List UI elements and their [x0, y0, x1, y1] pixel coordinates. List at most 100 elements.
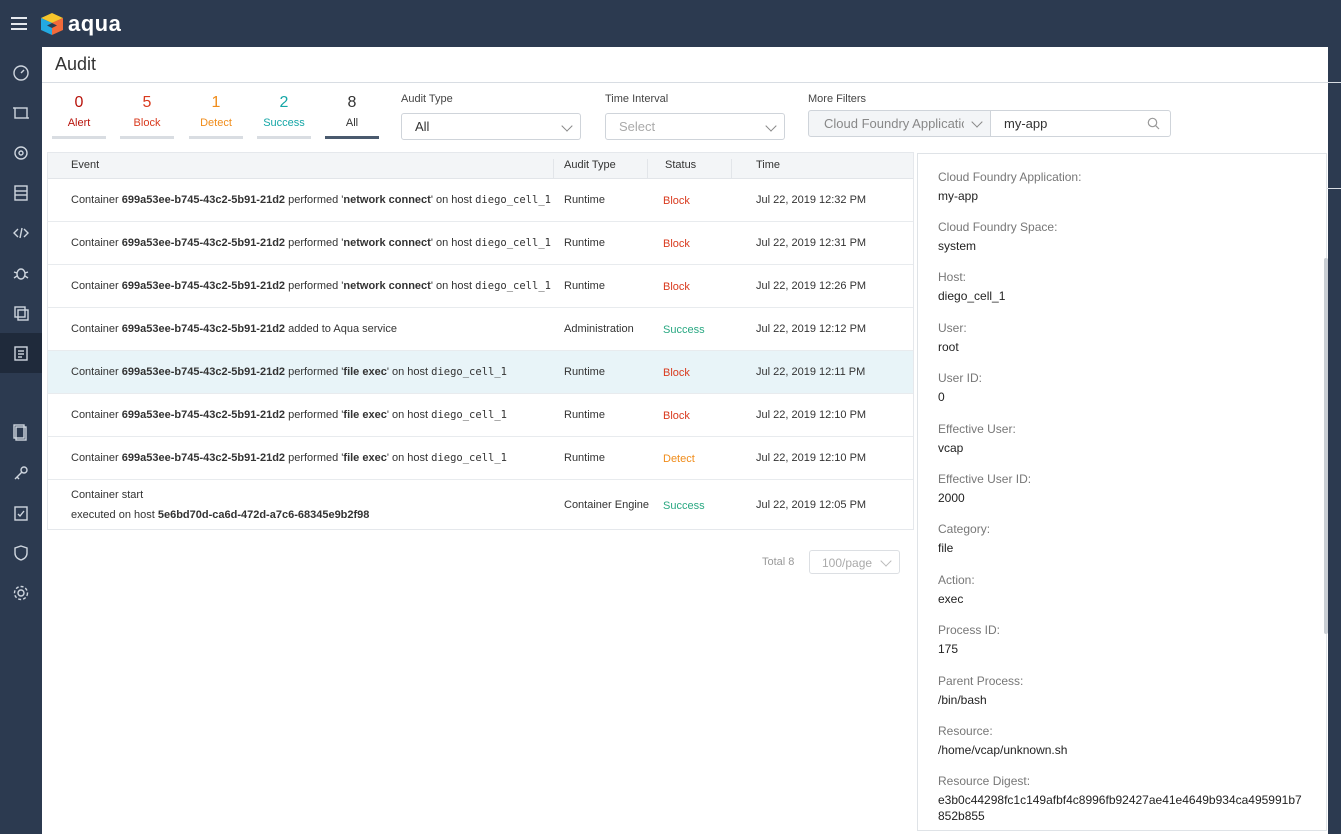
vulnerabilities-bug-icon[interactable]: [0, 253, 42, 293]
more-filters-field-value: Cloud Foundry Applicatic: [824, 116, 964, 131]
table-header: Event Audit Type Status Time: [48, 153, 913, 179]
menu-icon[interactable]: [11, 17, 27, 30]
col-header-event[interactable]: Event: [71, 159, 100, 171]
chevron-down-icon: [971, 116, 983, 128]
reports-icon[interactable]: [0, 413, 42, 453]
event-text: Container 699a53ee-b745-43c2-5b91-21d2 a…: [71, 323, 397, 335]
success-count: 2: [279, 94, 289, 111]
detail-parent-process: Parent Process:/bin/bash: [938, 674, 1024, 707]
status-cell: Success: [663, 500, 705, 512]
workloads-icon[interactable]: [0, 133, 42, 173]
time-interval-placeholder: Select: [619, 119, 656, 134]
window-scroll-strip: [1328, 47, 1341, 834]
images-icon[interactable]: [0, 93, 42, 133]
all-count: 8: [347, 94, 357, 111]
block-count: 5: [142, 94, 152, 111]
more-filters-field-select[interactable]: Cloud Foundry Applicatic: [808, 110, 991, 137]
event-details-panel: Cloud Foundry Application: my-app Cloud F…: [917, 153, 1327, 831]
audit-type-select[interactable]: All: [401, 113, 581, 140]
detail-category: Category: file: [938, 522, 991, 555]
compliance-icon[interactable]: [0, 493, 42, 533]
audit-type-cell: Runtime: [564, 366, 605, 378]
audit-type-label: Audit Type: [401, 93, 453, 105]
time-cell: Jul 22, 2019 12:10 PM: [756, 409, 867, 421]
search-icon[interactable]: [1147, 117, 1160, 130]
events-table: Event Audit Type Status Time Container 6…: [47, 152, 914, 530]
col-header-time[interactable]: Time: [756, 159, 781, 171]
time-interval-label: Time Interval: [605, 93, 669, 105]
stat-tab-alert[interactable]: 0 Alert: [52, 94, 106, 139]
time-cell: Jul 22, 2019 12:10 PM: [756, 452, 867, 464]
detail-process-id: Process ID: 175: [938, 623, 1001, 656]
settings-gear-icon[interactable]: [0, 573, 42, 613]
pagination-total: Total 8: [762, 556, 795, 568]
table-row-selected[interactable]: Container 699a53ee-b745-43c2-5b91-21d2 p…: [48, 351, 913, 394]
time-cell: Jul 22, 2019 12:05 PM: [756, 499, 867, 511]
audit-type-value: All: [415, 119, 430, 134]
event-text: Container 699a53ee-b745-43c2-5b91-21d2 p…: [71, 194, 551, 206]
status-cell: Block: [663, 367, 690, 379]
time-cell: Jul 22, 2019 12:26 PM: [756, 280, 867, 292]
table-row[interactable]: Container 699a53ee-b745-43c2-5b91-21d2 a…: [48, 308, 913, 351]
title-divider: [42, 82, 1341, 83]
time-cell: Jul 22, 2019 12:11 PM: [756, 366, 866, 378]
time-interval-select[interactable]: Select: [605, 113, 785, 140]
code-icon[interactable]: [0, 213, 42, 253]
shield-icon[interactable]: [0, 533, 42, 573]
secrets-key-icon[interactable]: [0, 453, 42, 493]
table-row[interactable]: Container 699a53ee-b745-43c2-5b91-21d2 p…: [48, 394, 913, 437]
stat-tab-all[interactable]: 8 All: [325, 94, 379, 139]
audit-type-cell: Runtime: [564, 280, 605, 292]
table-row[interactable]: Container 699a53ee-b745-43c2-5b91-21d2 p…: [48, 222, 913, 265]
aqua-logo-icon: [41, 13, 63, 35]
event-text: Container 699a53ee-b745-43c2-5b91-21d2 p…: [71, 409, 507, 421]
audit-icon[interactable]: [0, 333, 42, 373]
event-text: Container 699a53ee-b745-43c2-5b91-21d2 p…: [71, 452, 507, 464]
page-size-select[interactable]: 100/page: [809, 550, 900, 574]
dashboard-icon[interactable]: [0, 53, 42, 93]
brand-name: aqua: [68, 11, 122, 36]
policies-icon[interactable]: [0, 293, 42, 333]
stat-tab-detect[interactable]: 1 Detect: [189, 94, 243, 139]
table-row[interactable]: Container start executed on host 5e6bd70…: [48, 480, 913, 529]
aqua-logo[interactable]: aqua: [40, 11, 122, 36]
page-size-value: 100/page: [822, 556, 873, 570]
detail-host: Host: diego_cell_1: [938, 270, 1006, 303]
status-cell: Block: [663, 281, 690, 293]
sidebar: [0, 47, 42, 834]
event-text: executed on host 5e6bd70d-ca6d-472d-a7c6…: [71, 509, 370, 521]
content-divider: [1327, 188, 1341, 189]
all-label: All: [345, 117, 359, 129]
status-cell: Block: [663, 195, 690, 207]
chevron-down-icon: [561, 120, 573, 132]
detect-label: Detect: [200, 117, 232, 129]
col-header-audit-type[interactable]: Audit Type: [564, 159, 616, 171]
infrastructure-icon[interactable]: [0, 173, 42, 213]
status-cell: Block: [663, 238, 690, 250]
chevron-down-icon: [880, 555, 892, 567]
more-filters-label: More Filters: [808, 93, 867, 105]
audit-type-cell: Runtime: [564, 194, 605, 206]
event-text: Container 699a53ee-b745-43c2-5b91-21d2 p…: [71, 237, 551, 249]
detail-resource: Resource:/home/vcap/unknown.sh: [938, 724, 1068, 757]
status-cell: Success: [663, 324, 705, 336]
status-cell: Block: [663, 410, 690, 422]
table-row[interactable]: Container 699a53ee-b745-43c2-5b91-21d2 p…: [48, 179, 913, 222]
event-text: Container 699a53ee-b745-43c2-5b91-21d2 p…: [71, 366, 507, 378]
col-header-status[interactable]: Status: [665, 159, 697, 171]
status-cell: Detect: [663, 453, 695, 465]
more-filters-input[interactable]: my-app: [990, 110, 1171, 137]
time-cell: Jul 22, 2019 12:12 PM: [756, 323, 867, 335]
table-row[interactable]: Container 699a53ee-b745-43c2-5b91-21d2 p…: [48, 437, 913, 480]
details-scrollbar[interactable]: [1324, 258, 1328, 634]
table-row[interactable]: Container 699a53ee-b745-43c2-5b91-21d2 p…: [48, 265, 913, 308]
detail-effective-user: Effective User: vcap: [938, 422, 1016, 455]
audit-type-cell: Runtime: [564, 452, 605, 464]
event-title-container-start[interactable]: Container start: [71, 489, 144, 501]
chevron-down-icon: [765, 120, 777, 132]
audit-type-cell: Administration: [564, 323, 634, 335]
detail-resource-digest: Resource Digest: e3b0c44298fc1c149afbf4c8…: [938, 774, 1302, 823]
stat-tab-success[interactable]: 2 Success: [257, 94, 311, 139]
detail-cf-application: Cloud Foundry Application: my-app: [938, 170, 1082, 203]
stat-tab-block[interactable]: 5 Block: [120, 94, 174, 139]
